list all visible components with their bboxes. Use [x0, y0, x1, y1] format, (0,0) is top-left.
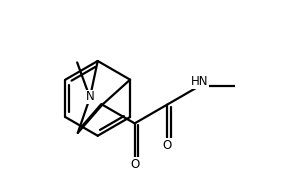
Text: O: O	[162, 139, 172, 152]
Text: HN: HN	[191, 75, 208, 88]
Text: O: O	[130, 158, 139, 171]
Text: N: N	[85, 90, 94, 103]
